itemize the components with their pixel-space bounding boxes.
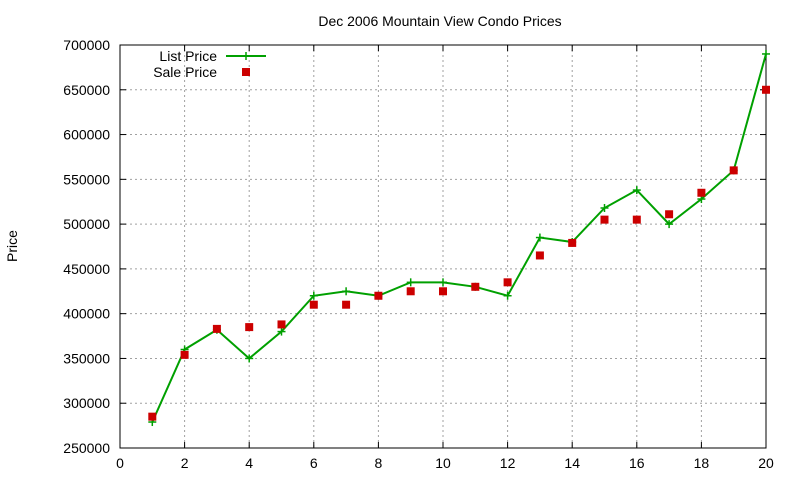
list-price-point [406, 278, 415, 287]
sale-price-point [342, 300, 351, 309]
axes [119, 44, 767, 449]
list-price-point [762, 49, 770, 58]
sale-price-point [277, 320, 286, 329]
x-tick-label: 6 [310, 455, 318, 471]
sale-price-point [212, 324, 221, 333]
sale-price-point [309, 300, 318, 309]
list-price-point [535, 233, 544, 242]
y-tick-label: 700000 [63, 37, 110, 53]
tick-labels: 0 2 4 6 8 10 12 14 16 18 20 250000 300000 350000 40000… [63, 37, 774, 471]
y-tick-label: 300000 [63, 395, 110, 411]
sale-price-point [600, 215, 609, 224]
legend-marker-list-price [242, 52, 250, 60]
legend-label-sale-price: Sale Price [153, 64, 217, 80]
y-tick-label: 450000 [63, 261, 110, 277]
sale-price-point [665, 210, 674, 219]
list-price-point [665, 220, 674, 229]
y-tick-label: 350000 [63, 350, 110, 366]
sale-price-point [406, 287, 415, 296]
x-tick-label: 8 [375, 455, 383, 471]
x-tick-label: 0 [116, 455, 124, 471]
y-tick-label: 650000 [63, 82, 110, 98]
list-price-point [600, 203, 609, 212]
list-price-point [277, 327, 286, 336]
sale-price-point [245, 323, 254, 332]
sale-price-point [148, 412, 157, 421]
sale-price-point [568, 238, 577, 247]
list-price-point [503, 291, 512, 300]
list-price-line [151, 53, 767, 423]
sale-price-point [632, 215, 641, 224]
x-tick-label: 10 [435, 455, 451, 471]
list-price-point [309, 291, 318, 300]
legend-marker-sale-price [242, 68, 250, 76]
sale-price-point [471, 282, 480, 291]
sale-price-point [729, 166, 738, 175]
x-tick-label: 4 [245, 455, 253, 471]
series-list-price [148, 49, 770, 427]
sale-price-point [762, 85, 770, 94]
grid-lines [120, 45, 766, 448]
legend-label-list-price: List Price [159, 48, 217, 64]
y-tick-label: 600000 [63, 127, 110, 143]
sale-price-point [374, 291, 383, 300]
y-tick-label: 400000 [63, 306, 110, 322]
x-tick-label: 14 [564, 455, 580, 471]
sale-price-point [439, 287, 447, 296]
series-sale-price [148, 85, 770, 421]
sale-price-point [535, 251, 544, 260]
list-price-point [439, 278, 447, 287]
x-tick-label: 2 [181, 455, 189, 471]
list-price-point [245, 354, 254, 363]
sale-price-point [697, 188, 706, 197]
y-tick-label: 500000 [63, 216, 110, 232]
list-price-point [632, 186, 641, 195]
y-axis-label: Price [4, 230, 20, 262]
sale-price-point [503, 278, 512, 287]
list-price-point [342, 287, 351, 296]
x-tick-label: 18 [694, 455, 710, 471]
y-tick-label: 550000 [63, 171, 110, 187]
y-tick-label: 250000 [63, 440, 110, 456]
x-tick-label: 12 [500, 455, 516, 471]
chart-title: Dec 2006 Mountain View Condo Prices [318, 13, 561, 29]
x-tick-label: 16 [629, 455, 645, 471]
x-tick-label: 20 [758, 455, 774, 471]
series-layer [148, 49, 770, 427]
sale-price-point [180, 350, 189, 359]
